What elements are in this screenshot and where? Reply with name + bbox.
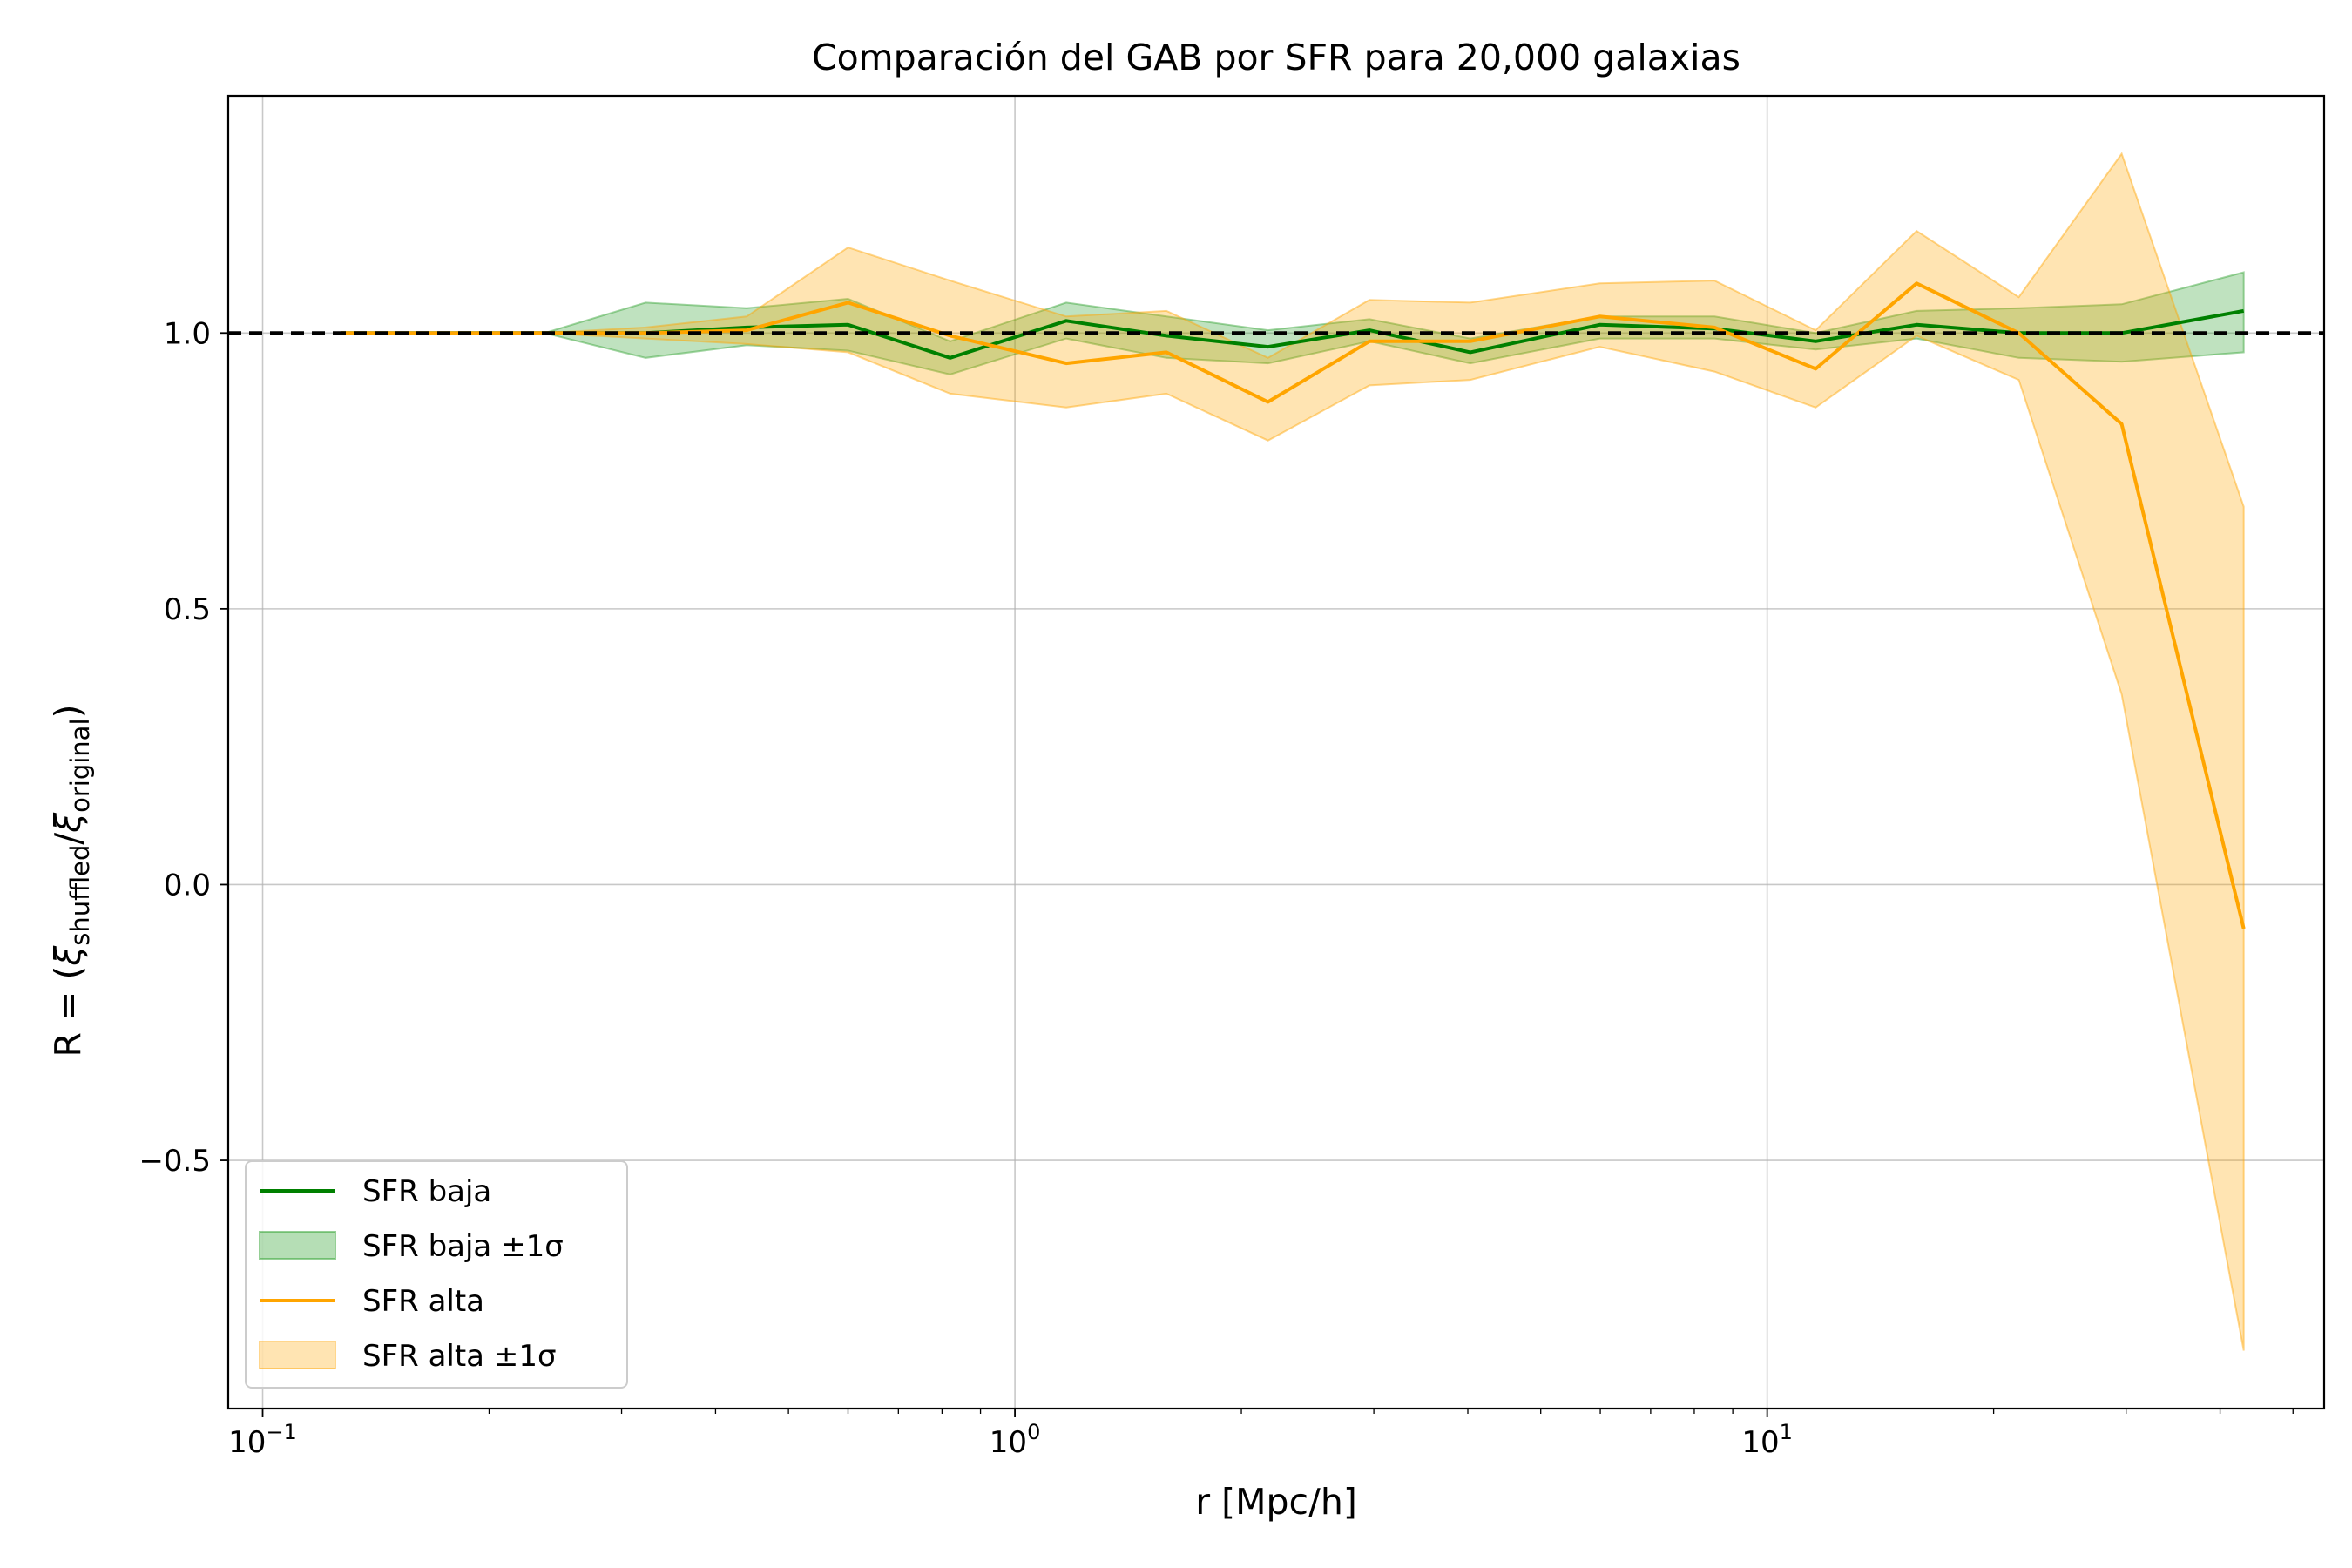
y-label-suffix: ) — [47, 704, 89, 718]
x-tick-label: 100 — [990, 1420, 1041, 1460]
y-tick-label: −0.5 — [139, 1144, 211, 1179]
legend-label-sfr-alta-band: SFR alta ±1σ — [362, 1339, 557, 1374]
legend-label-sfr-baja-band: SFR baja ±1σ — [362, 1229, 564, 1264]
legend-label-sfr-alta: SFR alta — [362, 1284, 484, 1319]
axis-ticks: −0.50.00.51.010−1 100 101 — [139, 316, 2294, 1460]
y-label-sub-shuffled: shuffled — [65, 845, 95, 946]
x-tick-base: 10 — [1741, 1425, 1779, 1460]
series-lines — [341, 281, 2246, 929]
legend-box — [245, 1160, 628, 1389]
series-line — [341, 281, 2246, 929]
legend-swatch-sfr-baja-band — [259, 1231, 336, 1260]
plot-frame — [226, 94, 2326, 1410]
chart-title: Comparación del GAB por SFR para 20,000 … — [812, 37, 1740, 78]
x-tick-label: 10−1 — [228, 1420, 297, 1460]
y-tick-label: 1.0 — [164, 316, 211, 351]
legend-swatch-sfr-alta-band — [259, 1341, 336, 1369]
legend: SFR baja SFR baja ±1σ SFR alta SFR alta … — [245, 1160, 628, 1389]
y-tick-label: 0.0 — [164, 868, 211, 902]
x-tick-label: 101 — [1741, 1420, 1793, 1460]
legend-label-sfr-baja: SFR baja — [362, 1174, 491, 1209]
x-tick-exponent: 1 — [1780, 1420, 1793, 1444]
x-tick-exponent: −1 — [266, 1420, 296, 1444]
x-tick-base: 10 — [990, 1425, 1027, 1460]
y-label-prefix: R = ( — [47, 966, 89, 1058]
x-tick-base: 10 — [228, 1425, 266, 1460]
x-axis-label: r [Mpc/h] — [1195, 1481, 1357, 1523]
y-tick-label: 0.5 — [164, 592, 211, 627]
y-axis-label: R = (ξshuffled/ξoriginal) — [47, 704, 95, 1057]
y-label-sub-original: original — [65, 718, 95, 812]
y-label-slash: / — [47, 833, 89, 845]
y-label-xi-2: ξ — [47, 812, 89, 834]
y-label-xi-1: ξ — [47, 945, 89, 967]
x-tick-exponent: 0 — [1027, 1420, 1040, 1444]
